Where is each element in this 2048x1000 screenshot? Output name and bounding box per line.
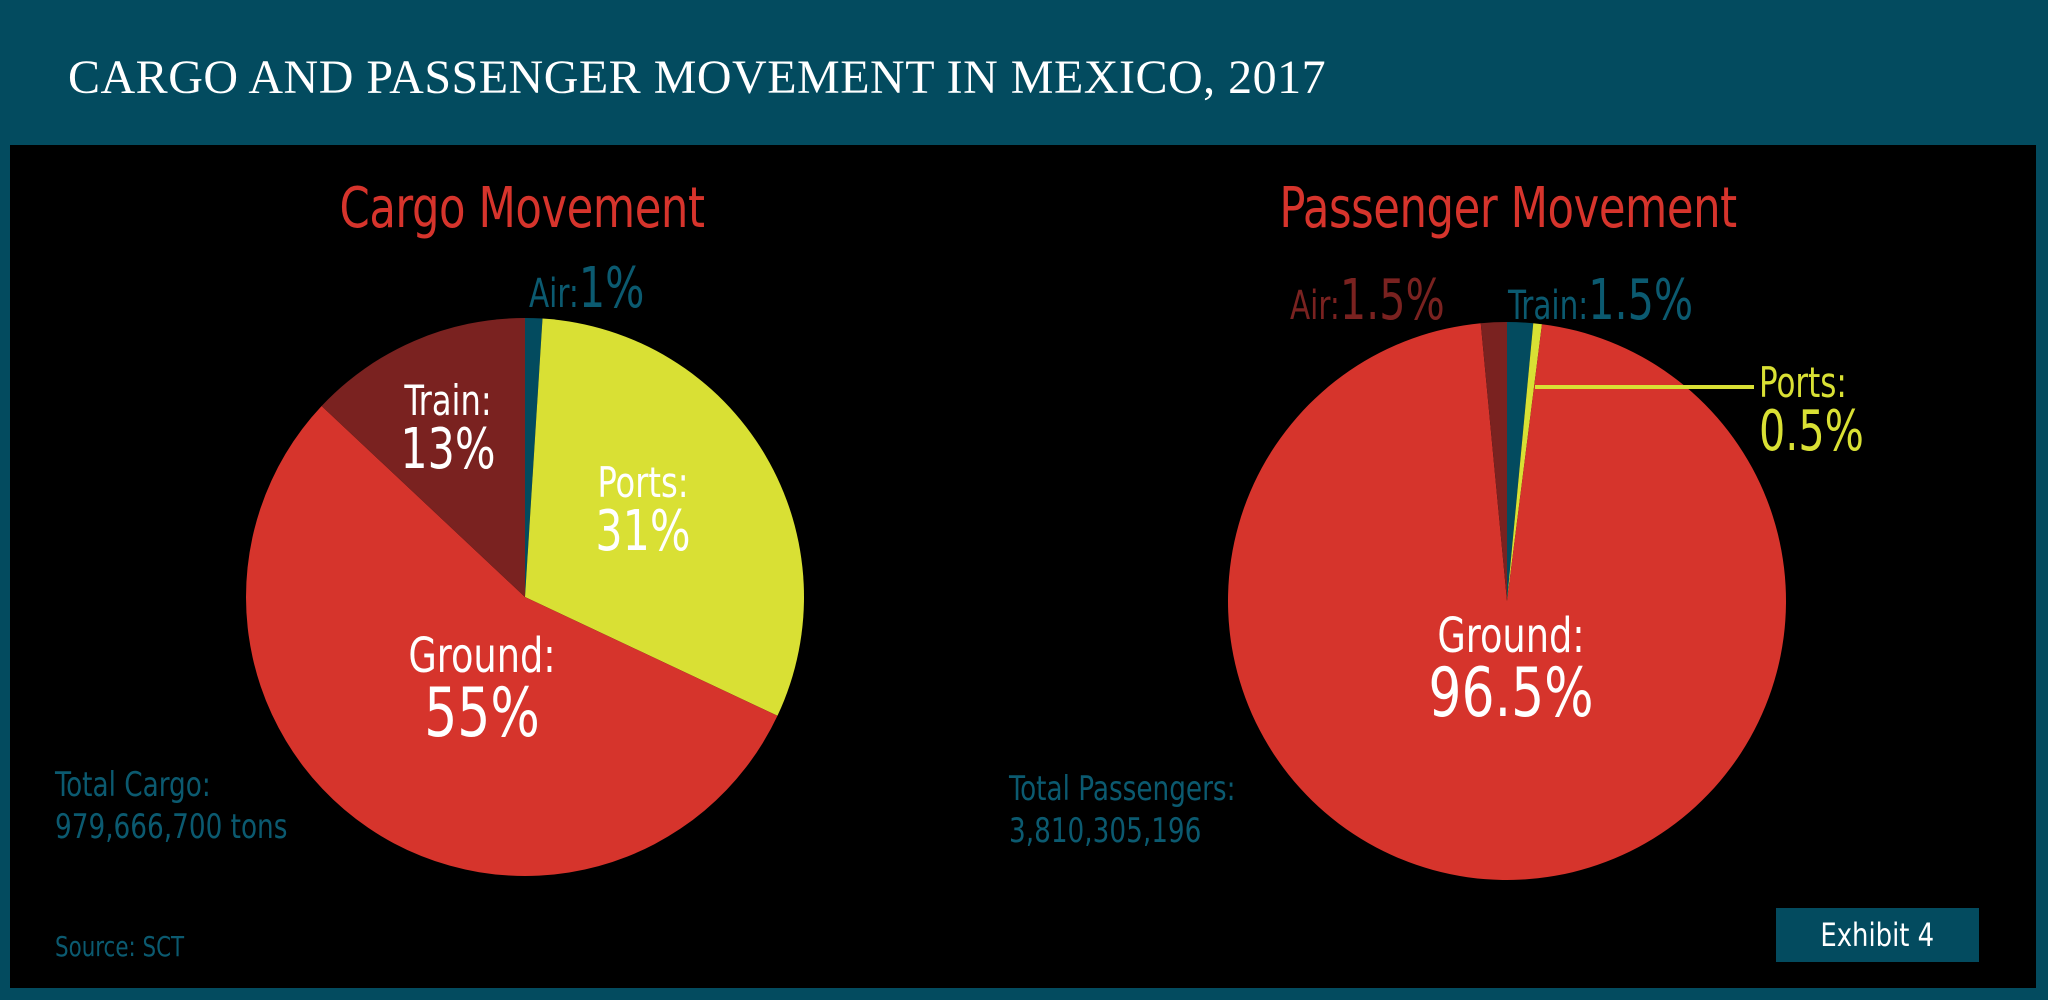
passenger-slice-train — [1507, 322, 1534, 601]
exhibit-badge: Exhibit 4 — [1776, 908, 1979, 962]
passenger-ports-label: Ports: 0.5% — [1759, 358, 1864, 464]
header-banner: CARGO AND PASSENGER MOVEMENT IN MEXICO, … — [0, 0, 2048, 145]
passenger-slice-air — [1480, 322, 1507, 601]
cargo-slice-air — [525, 318, 543, 597]
cargo-ground-label: Ground: 55% — [408, 628, 556, 753]
source-note: Source: SCT — [55, 930, 185, 963]
passenger-air-label: Air:1.5% — [1290, 268, 1445, 333]
passenger-total: Total Passengers: 3,810,305,196 — [1009, 769, 1236, 851]
page-title: CARGO AND PASSENGER MOVEMENT IN MEXICO, … — [68, 51, 1327, 104]
cargo-train-label: Train: 13% — [400, 376, 496, 482]
passenger-slice-ground — [1228, 323, 1787, 880]
cargo-slice-ground — [246, 406, 778, 876]
cargo-ports-label: Ports: 31% — [595, 458, 691, 564]
cargo-slice-ports — [525, 318, 805, 716]
passenger-ground-label: Ground: 96.5% — [1428, 608, 1594, 733]
cargo-total: Total Cargo: 979,666,700 tons — [55, 765, 288, 847]
cargo-air-label: Air:1% — [529, 256, 645, 321]
cargo-chart-title: Cargo Movement — [339, 176, 705, 241]
passenger-train-label: Train:1.5% — [1508, 268, 1694, 333]
passenger-slice-ports — [1507, 323, 1542, 601]
cargo-slice-train — [321, 318, 525, 597]
passenger-chart-title: Passenger Movement — [1279, 176, 1737, 241]
